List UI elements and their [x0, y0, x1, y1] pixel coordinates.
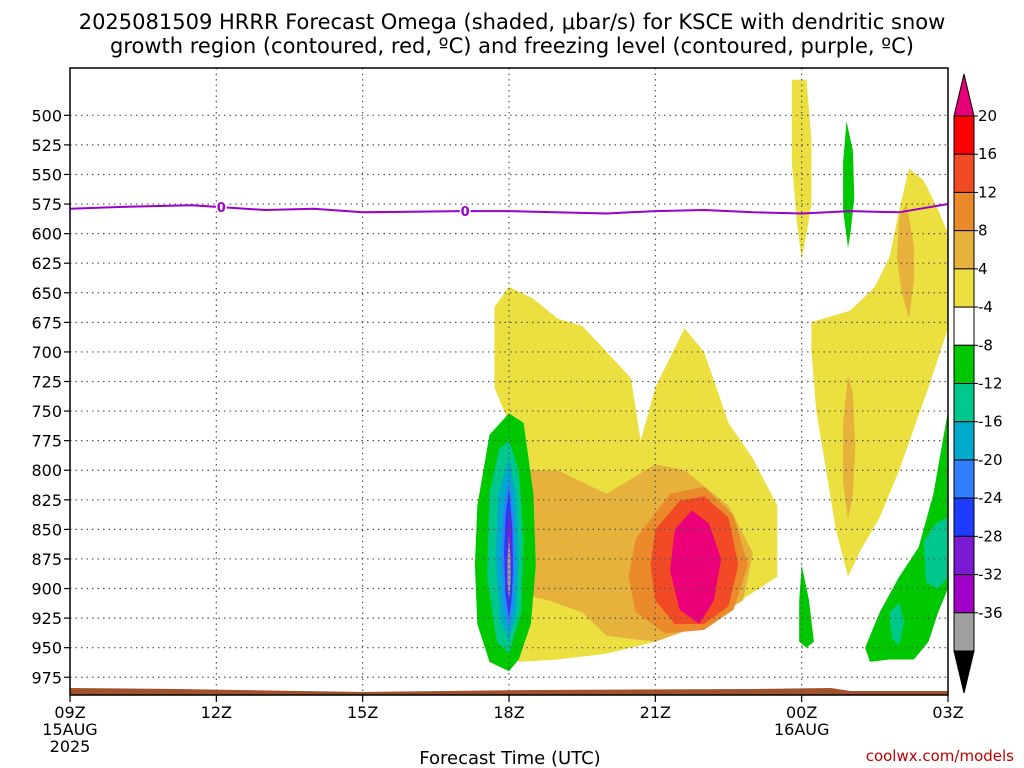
x-tick-label: 03Z — [932, 703, 963, 722]
x-tick-label: 12Z — [201, 703, 232, 722]
colorbar-label: 4 — [978, 260, 988, 278]
y-tick-label: 525 — [31, 136, 62, 155]
colorbar-segment — [953, 115, 975, 155]
colorbar-segment — [953, 574, 975, 614]
colorbar-label: -8 — [978, 336, 993, 354]
colorbar-segment — [953, 535, 975, 576]
omega-shading — [474, 79, 948, 672]
y-tick-label: 550 — [31, 165, 62, 184]
x-tick-label: 15Z — [347, 703, 378, 722]
omega-region — [791, 79, 812, 260]
omega-region — [923, 517, 948, 589]
y-tick-label: 850 — [31, 520, 62, 539]
y-tick-label: 750 — [31, 402, 62, 421]
colorbar-top-arrow — [953, 73, 975, 117]
y-tick-label: 600 — [31, 225, 62, 244]
x-tick-label: 09Z — [54, 703, 85, 722]
y-tick-label: 775 — [31, 432, 62, 451]
freezing-level-label: 0 — [217, 201, 226, 216]
omega-region — [865, 411, 948, 662]
colorbar-segment — [953, 153, 975, 193]
omega-region — [670, 510, 722, 624]
y-axis: 500 525 550 575 600 625 650 675 700 725 750 775 800 8… — [31, 106, 70, 687]
colorbar-label: -12 — [978, 375, 1003, 393]
y-tick-label: 675 — [31, 313, 62, 332]
colorbar-label: 12 — [978, 183, 997, 201]
colorbar-label: 20 — [978, 107, 997, 125]
y-tick-label: 700 — [31, 343, 62, 362]
y-tick-label: 950 — [31, 639, 62, 658]
colorbar-label: -4 — [978, 298, 993, 316]
colorbar-segment — [953, 344, 975, 384]
y-tick-label: 875 — [31, 550, 62, 569]
colorbar-segment — [953, 459, 975, 499]
colorbar-label: 16 — [978, 145, 997, 163]
y-tick-label: 500 — [31, 106, 62, 125]
y-tick-label: 825 — [31, 491, 62, 510]
colorbar-label: -32 — [978, 566, 1003, 584]
x-tick-label: 00Z — [786, 703, 817, 722]
colorbar-label: -28 — [978, 527, 1003, 545]
colorbar-label: -16 — [978, 413, 1003, 431]
chart-title-line2: growth region (contoured, red, ºC) and f… — [110, 34, 914, 58]
y-tick-label: 925 — [31, 609, 62, 628]
credit-text: coolwx.com/models — [866, 747, 1014, 765]
colorbar-segment — [953, 421, 975, 461]
y-tick-label: 900 — [31, 580, 62, 599]
colorbar-label: -36 — [978, 604, 1003, 622]
colorbar-segment — [953, 306, 975, 346]
colorbar: 20 16 12 8 4 -4 -8 -12 -16 -20 -24 -28 -32 -36 — [953, 73, 1003, 694]
x-tick-date: 16AUG — [774, 720, 829, 739]
omega-region — [889, 602, 905, 646]
omega-region — [896, 204, 914, 319]
grid-lines — [70, 68, 948, 695]
colorbar-segment — [953, 230, 975, 270]
omega-region — [507, 535, 511, 601]
colorbar-segment — [953, 383, 975, 423]
chart-title-line1: 2025081509 HRRR Forecast Omega (shaded, … — [79, 10, 946, 34]
freezing-level-line — [69, 203, 949, 215]
y-tick-label: 625 — [31, 254, 62, 273]
freezing-level-label: 0 — [461, 205, 470, 220]
colorbar-label: -24 — [978, 489, 1003, 507]
colorbar-segment — [953, 191, 975, 232]
colorbar-segment — [953, 612, 975, 652]
colorbar-segment — [953, 497, 975, 537]
x-tick-label: 21Z — [640, 703, 671, 722]
x-axis-label: Forecast Time (UTC) — [419, 748, 600, 768]
y-tick-label: 800 — [31, 461, 62, 480]
omega-region — [799, 564, 814, 648]
y-tick-label: 650 — [31, 284, 62, 303]
colorbar-bottom-arrow — [953, 650, 975, 694]
x-tick-label: 18Z — [493, 703, 524, 722]
terrain — [70, 688, 948, 695]
x-tick-date: 15AUG — [42, 720, 97, 739]
x-tick-year: 2025 — [50, 737, 91, 756]
terrain-fill — [70, 688, 948, 695]
y-tick-label: 725 — [31, 373, 62, 392]
colorbar-segment — [953, 268, 975, 308]
colorbar-label: 8 — [978, 222, 988, 240]
colorbar-label: -20 — [978, 451, 1003, 469]
omega-region — [843, 121, 855, 248]
y-tick-label: 575 — [31, 195, 62, 214]
y-tick-label: 975 — [31, 668, 62, 687]
